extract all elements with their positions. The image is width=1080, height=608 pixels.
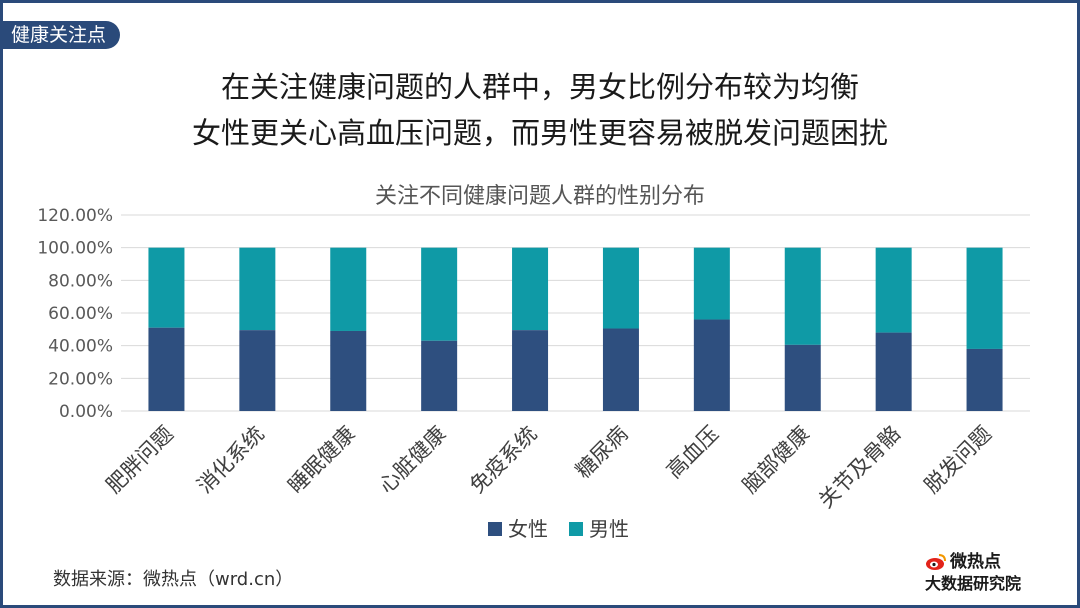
y-tick-label: 40.00% xyxy=(48,337,113,357)
legend: 女性 男性 xyxy=(488,517,629,541)
x-tick-label: 消化系统 xyxy=(193,422,269,498)
bar-female xyxy=(330,330,367,411)
x-tick-label: 高血压 xyxy=(662,422,724,484)
bar-male xyxy=(966,247,1003,349)
bar-female xyxy=(239,330,276,411)
legend-swatch xyxy=(569,522,583,536)
bar-female xyxy=(421,340,458,411)
bar-male xyxy=(875,247,912,333)
y-tick-label: 60.00% xyxy=(48,304,113,324)
bar-female xyxy=(148,327,185,411)
x-axis: 肥胖问题 消化系统 睡眠健康 心脏健康 免疫系统 糖尿病 高血压 脑部健康 关节及骨骼 脱发问题 xyxy=(102,422,996,513)
data-source: 数据来源：微热点（wrd.cn） xyxy=(53,569,294,590)
bar-male xyxy=(148,247,185,328)
legend-swatch xyxy=(488,522,502,536)
brand-logo-block: 微热点 大数据研究院 xyxy=(925,551,1045,595)
legend-label: 女性 xyxy=(508,517,548,541)
y-tick-label: 80.00% xyxy=(48,271,113,291)
bar-male xyxy=(693,247,730,320)
y-tick-label: 0.00% xyxy=(59,402,113,422)
x-tick-label: 免疫系统 xyxy=(465,422,541,498)
x-tick-label: 糖尿病 xyxy=(571,422,633,484)
y-axis: 0.00% 20.00% 40.00% 60.00% 80.00% 100.00% 120.… xyxy=(37,206,113,422)
bar-male xyxy=(784,247,821,345)
bar-female xyxy=(784,344,821,411)
bar-female xyxy=(875,332,912,411)
x-tick-label: 关节及骨骼 xyxy=(814,422,905,513)
x-tick-label: 睡眠健康 xyxy=(283,422,359,498)
brand-name: 微热点 xyxy=(950,552,1001,572)
x-tick-label: 脱发问题 xyxy=(920,422,996,498)
headline-line-1: 在关注健康问题的人群中，男女比例分布较为均衡 xyxy=(220,70,859,104)
weibo-eye-icon xyxy=(926,554,946,570)
section-tag: 健康关注点 xyxy=(3,21,121,49)
headline-line-2: 女性更关心高血压问题，而男性更容易被脱发问题困扰 xyxy=(191,116,888,150)
x-tick-label: 心脏健康 xyxy=(374,422,450,498)
bar-female xyxy=(602,328,639,411)
bar-female xyxy=(693,319,730,411)
bar-male xyxy=(239,247,276,331)
y-tick-label: 100.00% xyxy=(37,239,113,259)
x-tick-label: 脑部健康 xyxy=(738,422,814,498)
y-tick-label: 20.00% xyxy=(48,369,113,389)
bar-female xyxy=(512,330,549,411)
bars xyxy=(148,247,1003,411)
legend-label: 男性 xyxy=(589,517,629,541)
bar-female xyxy=(966,348,1003,411)
brand-subtitle: 大数据研究院 xyxy=(925,574,1022,593)
bar-male xyxy=(330,247,367,331)
y-tick-label: 120.00% xyxy=(37,206,113,226)
bar-male xyxy=(512,247,549,331)
x-tick-label: 肥胖问题 xyxy=(102,422,178,498)
bar-male xyxy=(602,247,639,329)
stacked-bar-chart: 关注不同健康问题人群的性别分布 0.00% 20.00% 40.00% 60.00% 8… xyxy=(37,184,1030,541)
chart-title: 关注不同健康问题人群的性别分布 xyxy=(375,184,705,209)
bar-male xyxy=(421,247,458,341)
